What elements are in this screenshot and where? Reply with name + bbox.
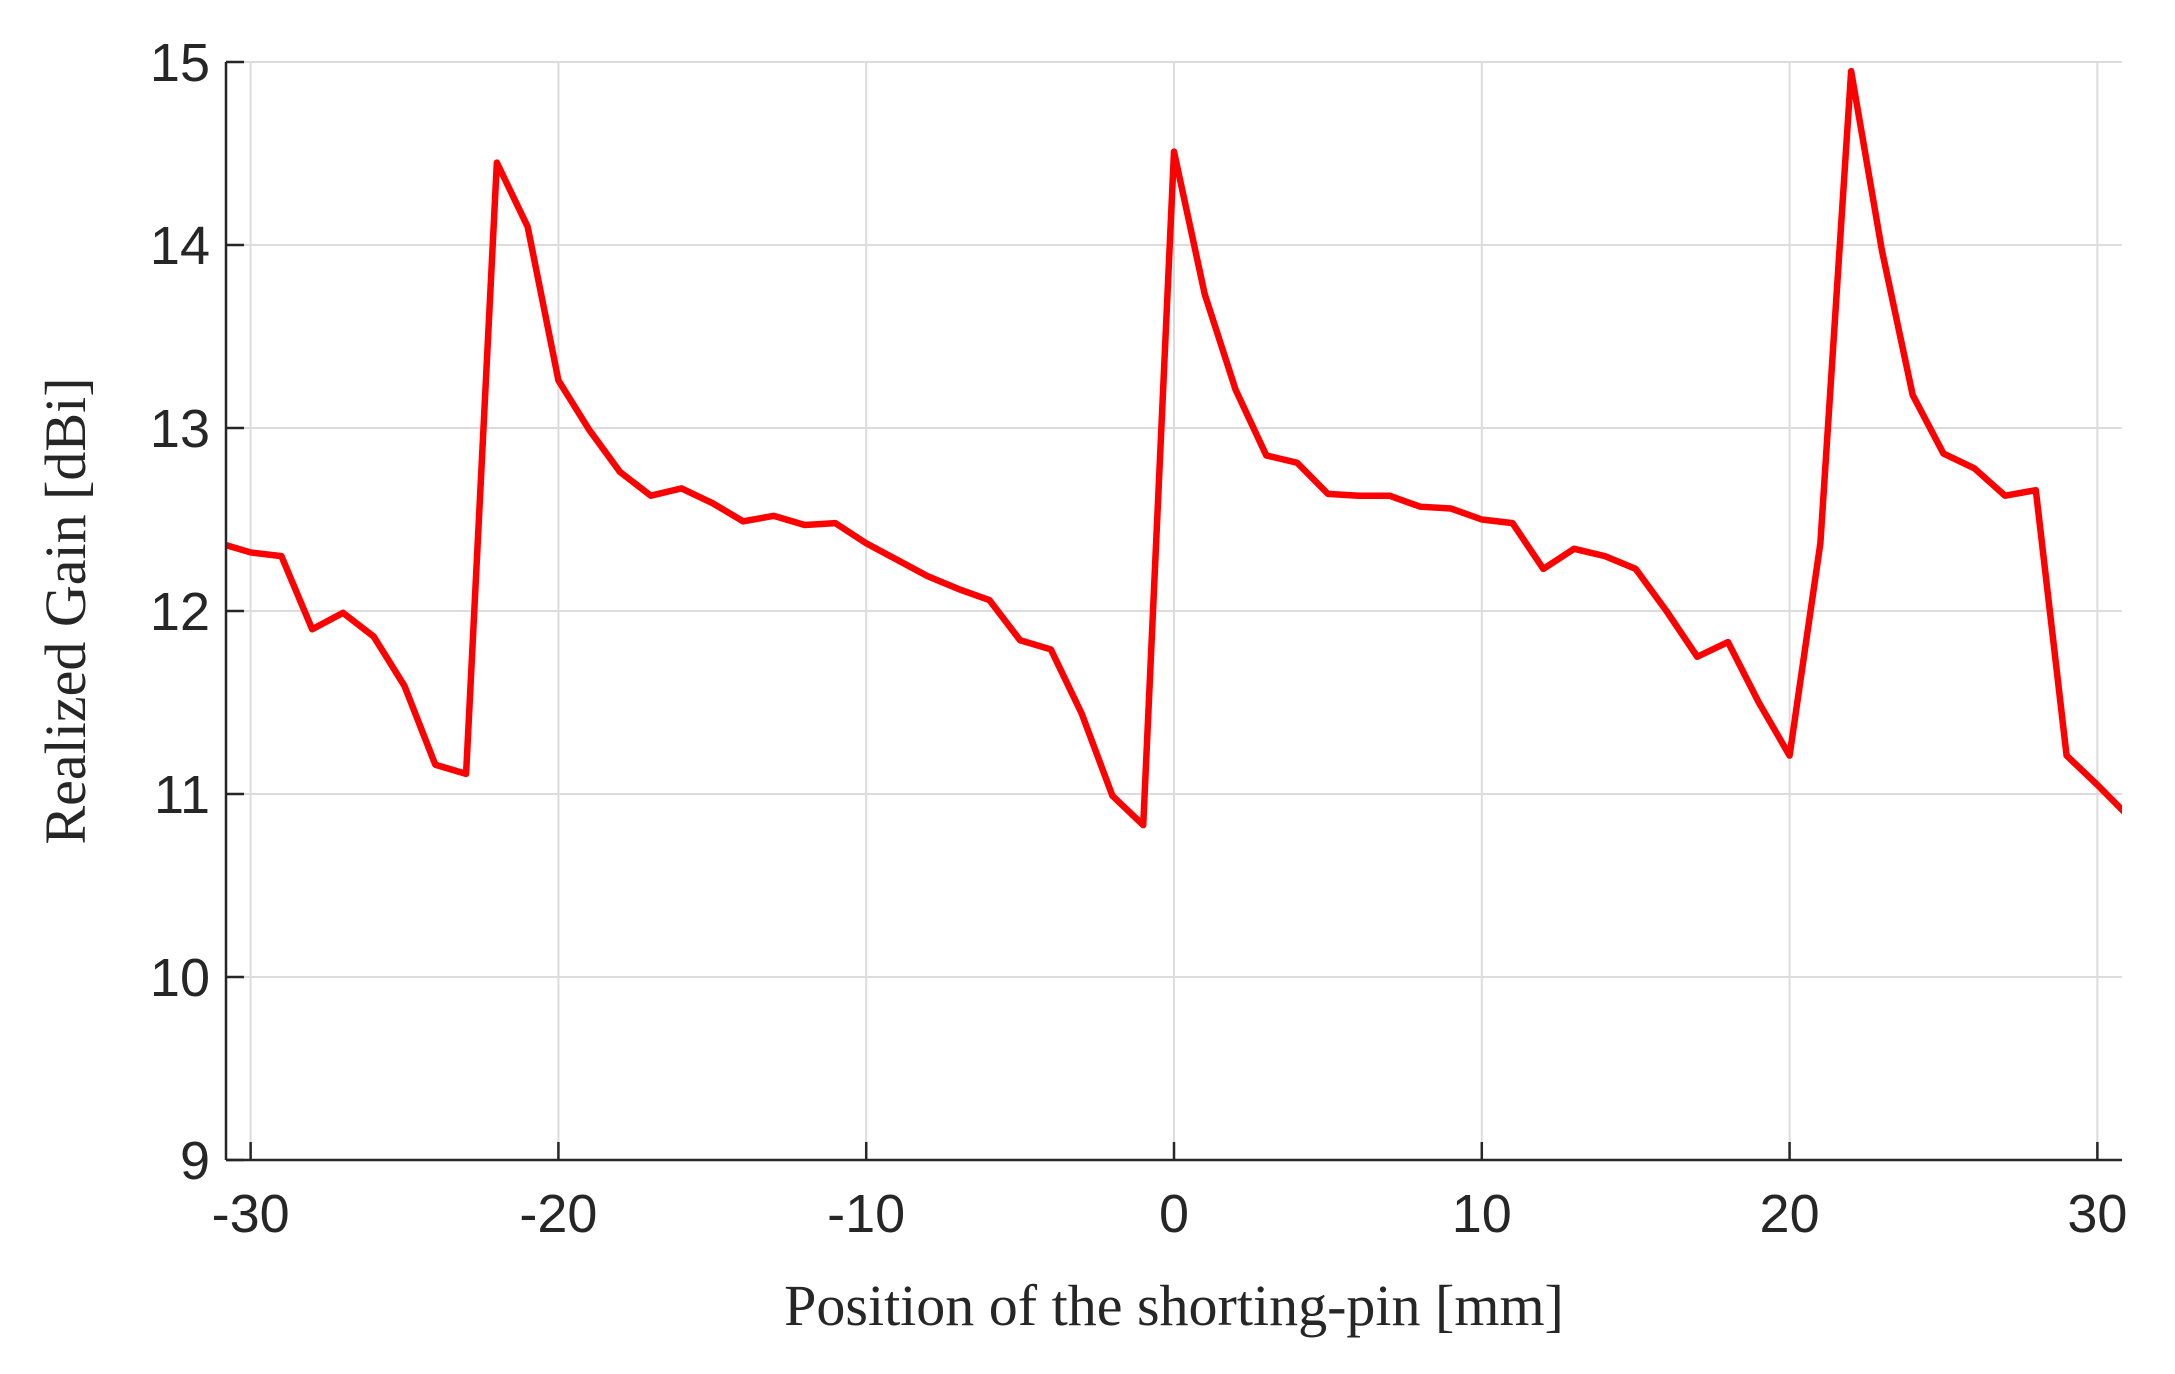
x-tick-label: 10: [1452, 1184, 1512, 1244]
plot-area: [226, 67, 2122, 829]
y-tick-label: 11: [154, 765, 210, 825]
y-tick-label: 14: [150, 216, 210, 276]
y-tick-label: 13: [150, 399, 210, 459]
x-tick-label: -30: [212, 1184, 290, 1244]
y-tick-label: 9: [180, 1131, 210, 1191]
y-axis-label: Realized Gain [dBi]: [33, 377, 98, 844]
x-tick-label: -20: [519, 1184, 597, 1244]
x-axis-label: Position of the shorting-pin [mm]: [784, 1273, 1564, 1338]
axes: 9 10 11 12 13 14 15 -30 -20 -10 0 10 20 30: [150, 33, 2127, 1244]
grid: [226, 61, 2122, 1161]
x-tick-label: 30: [2067, 1184, 2127, 1244]
x-tick-label: 20: [1760, 1184, 1820, 1244]
y-tick-label: 10: [150, 948, 210, 1008]
x-tick-label: 0: [1159, 1184, 1189, 1244]
x-tick-label: -10: [827, 1184, 905, 1244]
y-tick-label: 12: [150, 582, 210, 642]
data-line: [226, 67, 2122, 829]
y-tick-label: 15: [150, 33, 210, 93]
